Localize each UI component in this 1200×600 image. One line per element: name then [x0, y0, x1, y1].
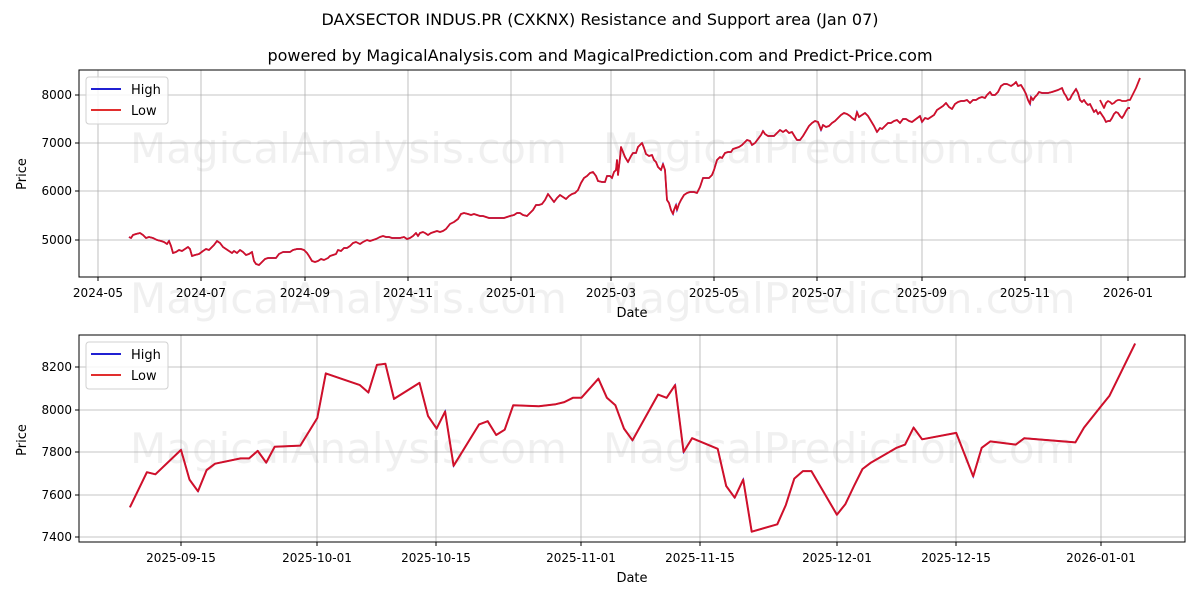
y-tick: 6000: [41, 184, 72, 198]
bottom-series-lines: [128, 343, 1136, 533]
bottom-axes-frame: [78, 334, 1186, 543]
y-tick: 8000: [41, 403, 72, 417]
y-tick: 8000: [41, 88, 72, 102]
top-low-line: [128, 81, 1130, 266]
x-tick: 2025-01: [486, 286, 536, 300]
top-y-axis-label: Price: [15, 158, 30, 190]
bottom-legend: High Low: [85, 341, 169, 390]
bottom-grid: [79, 335, 1185, 542]
watermark-prediction-3: MagicalPrediction.com: [603, 424, 1076, 473]
x-tick: 2025-12-15: [921, 551, 991, 565]
bottom-x-axis: 2025-09-15 2025-10-01 2025-10-15 2025-11…: [146, 542, 1136, 586]
x-tick: 2025-09-15: [146, 551, 216, 565]
top-chart: MagicalAnalysis.com MagicalPrediction.co…: [15, 69, 1186, 323]
x-tick: 2024-09: [280, 286, 330, 300]
legend-low-label: Low: [131, 369, 157, 384]
x-tick: 2026-01: [1103, 286, 1153, 300]
x-tick: 2024-11: [383, 286, 433, 300]
top-y-axis: 8000 7000 6000 5000 Price: [15, 88, 79, 247]
bottom-y-axis: 8200 8000 7800 7600 7400 Price: [15, 360, 79, 544]
x-tick: 2025-09: [897, 286, 947, 300]
watermark-prediction-2: MagicalPrediction.com: [603, 274, 1076, 323]
x-tick: 2025-11-01: [546, 551, 616, 565]
top-grid: [79, 70, 1185, 277]
x-tick: 2026-01-01: [1066, 551, 1136, 565]
x-tick: 2024-05: [73, 286, 123, 300]
y-tick: 5000: [41, 233, 72, 247]
chart-title: DAXSECTOR INDUS.PR (CXKNX) Resistance an…: [321, 10, 879, 29]
top-low-line-2: [1099, 77, 1141, 109]
legend-high-label: High: [131, 348, 161, 363]
top-x-axis: 2024-05 2024-07 2024-09 2024-11 2025-01 …: [73, 277, 1153, 321]
x-tick: 2025-10-01: [282, 551, 352, 565]
x-tick: 2025-03: [586, 286, 636, 300]
legend-low-label: Low: [131, 104, 157, 119]
top-x-axis-label: Date: [616, 306, 647, 321]
watermark-analysis: MagicalAnalysis.com: [130, 124, 567, 173]
bottom-x-axis-label: Date: [616, 571, 647, 586]
top-high-line: [128, 80, 1130, 266]
x-tick: 2025-11-15: [665, 551, 735, 565]
y-tick: 7600: [41, 488, 72, 502]
y-tick: 7000: [41, 136, 72, 150]
top-legend: High Low: [85, 76, 169, 125]
top-series-lines: [128, 77, 1141, 266]
y-tick: 7400: [41, 530, 72, 544]
bottom-y-axis-label: Price: [15, 424, 30, 456]
x-tick: 2025-12-01: [802, 551, 872, 565]
watermark-analysis-2: MagicalAnalysis.com: [130, 274, 567, 323]
legend-high-label: High: [131, 83, 161, 98]
top-axes-frame: [78, 69, 1186, 278]
y-tick: 7800: [41, 445, 72, 459]
x-tick: 2025-05: [689, 286, 739, 300]
bottom-low-line: [128, 343, 1136, 533]
y-tick: 8200: [41, 360, 72, 374]
x-tick: 2025-11: [1000, 286, 1050, 300]
x-tick: 2025-10-15: [401, 551, 471, 565]
watermark-prediction: MagicalPrediction.com: [603, 124, 1076, 173]
chart-subtitle: powered by MagicalAnalysis.com and Magic…: [267, 46, 933, 65]
x-tick: 2025-07: [792, 286, 842, 300]
bottom-chart: MagicalAnalysis.com MagicalPrediction.co…: [15, 334, 1186, 586]
x-tick: 2024-07: [176, 286, 226, 300]
